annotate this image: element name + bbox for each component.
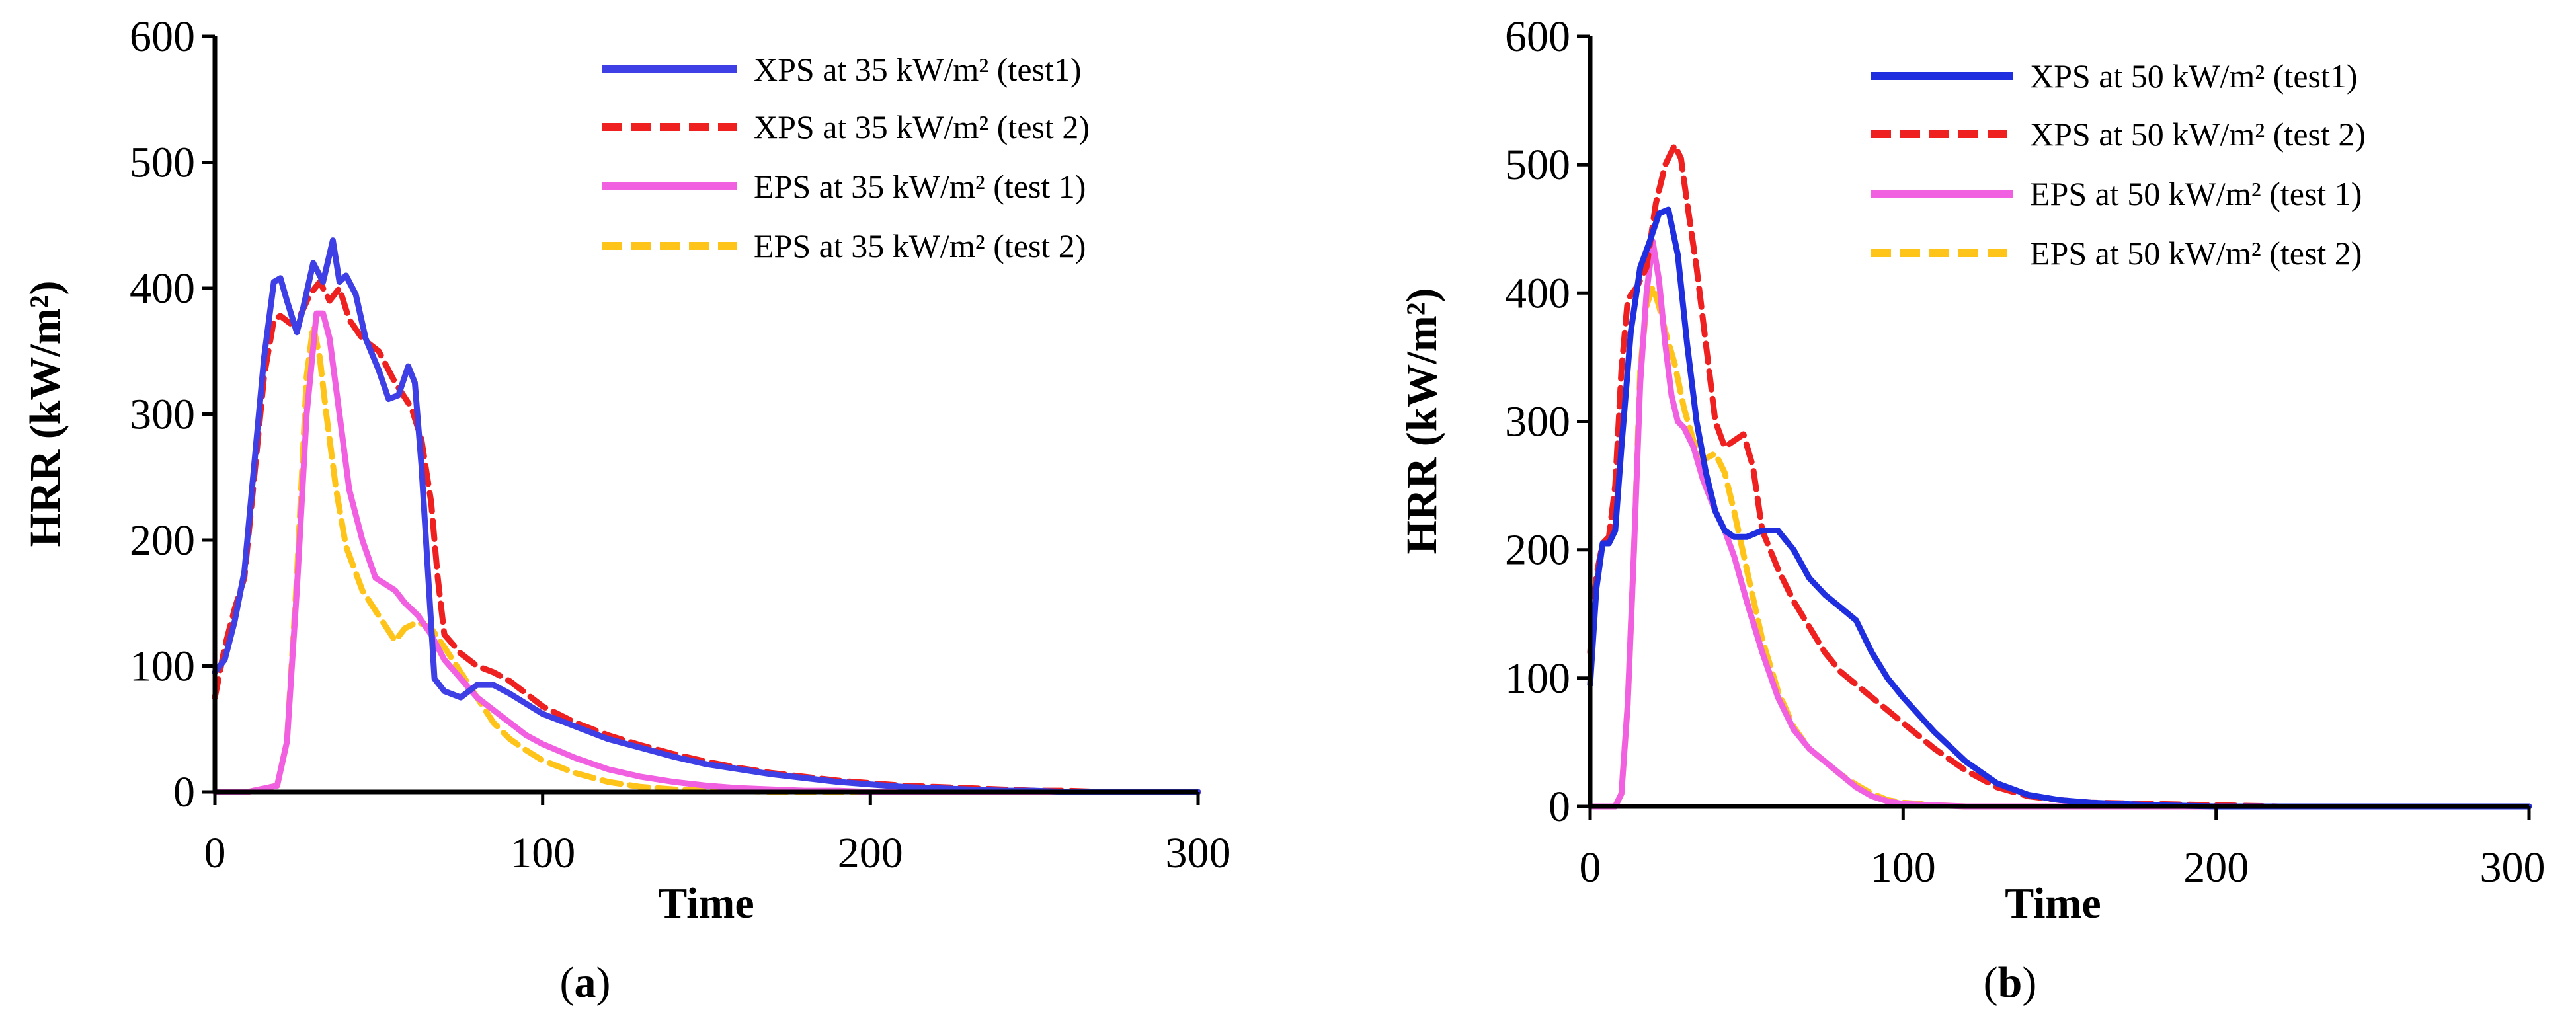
y-tick-label-a-0: 0 [173,768,195,816]
y-tick-label-a-3: 300 [130,391,195,439]
y-tick-label-b-4: 400 [1505,269,1570,317]
y-tick-label-a-5: 500 [130,139,195,187]
x-tick-label-b-2: 200 [2183,843,2249,892]
y-tick-label-b-0: 0 [1549,783,1570,831]
chart-panel-b: 0 100 200 300 400 500 600 0 100 200 300 … [1398,13,2546,1007]
legend-label-b-3: EPS at 50 kW/m² (test 2) [2030,235,2362,272]
panel-letter-a: a [575,958,596,1007]
y-tick-marks-a [202,34,215,794]
legend-label-a-3: EPS at 35 kW/m² (test 2) [754,227,1086,264]
series-line-a-2 [212,310,1201,795]
plot-area-a [212,237,1201,795]
y-tick-label-a-1: 100 [130,643,195,691]
legend-b: XPS at 50 kW/m² (test1) XPS at 50 kW/m² … [1871,58,2366,272]
x-tick-label-a-1: 100 [510,829,575,877]
y-tick-label-b-2: 200 [1505,526,1570,574]
y-tick-label-b-5: 500 [1505,141,1570,189]
x-tick-label-a-2: 200 [838,829,903,877]
panel-label-a: (a) [560,958,611,1007]
y-tick-labels-b: 0 100 200 300 400 500 600 [1505,13,1570,831]
x-tick-marks-b [1588,806,2531,820]
x-tick-labels-b: 0 100 200 300 [1580,843,2546,892]
panel-letter-b: b [1998,958,2023,1007]
x-tick-labels-a: 0 100 200 300 [204,829,1231,877]
panel-label-b: (b) [1984,958,2037,1007]
chart-panel-a: 0 100 200 300 400 500 600 0 100 200 300 … [21,13,1231,1007]
x-tick-label-a-3: 300 [1166,829,1231,877]
legend-label-b-1: XPS at 50 kW/m² (test 2) [2030,116,2366,153]
x-tick-marks-a [213,792,1200,805]
y-tick-marks-b [1577,34,1590,808]
y-tick-labels-a: 0 100 200 300 400 500 600 [130,13,195,816]
x-tick-label-b-3: 300 [2480,843,2546,892]
y-axis-title-b: HRR (kW/m²) [1398,288,1446,555]
legend-label-b-2: EPS at 50 kW/m² (test 1) [2030,175,2362,212]
y-tick-label-a-4: 400 [130,264,195,313]
y-axis-title-a: HRR (kW/m²) [21,281,69,547]
legend-label-a-1: XPS at 35 kW/m² (test 2) [754,108,1090,145]
x-axis-title-b: Time [2005,879,2101,927]
y-tick-label-b-1: 100 [1505,654,1570,703]
y-tick-label-b-3: 300 [1505,398,1570,446]
series-line-a-0 [212,237,1201,795]
x-tick-label-b-0: 0 [1580,843,1601,892]
series-line-b-0 [1587,206,2532,810]
y-tick-label-a-6: 600 [130,13,195,61]
x-axis-title-a: Time [658,879,754,927]
series-line-a-3 [212,323,1201,795]
legend-label-b-0: XPS at 50 kW/m² (test1) [2030,58,2358,95]
legend-label-a-0: XPS at 35 kW/m² (test1) [754,51,1082,88]
y-tick-label-b-6: 600 [1505,13,1570,61]
x-tick-label-a-0: 0 [204,829,226,877]
x-tick-label-b-1: 100 [1871,843,1936,892]
legend-a: XPS at 35 kW/m² (test1) XPS at 35 kW/m² … [602,51,1090,264]
series-line-b-2 [1587,239,2532,810]
legend-label-a-2: EPS at 35 kW/m² (test 1) [754,168,1086,205]
y-tick-label-a-2: 200 [130,516,195,565]
